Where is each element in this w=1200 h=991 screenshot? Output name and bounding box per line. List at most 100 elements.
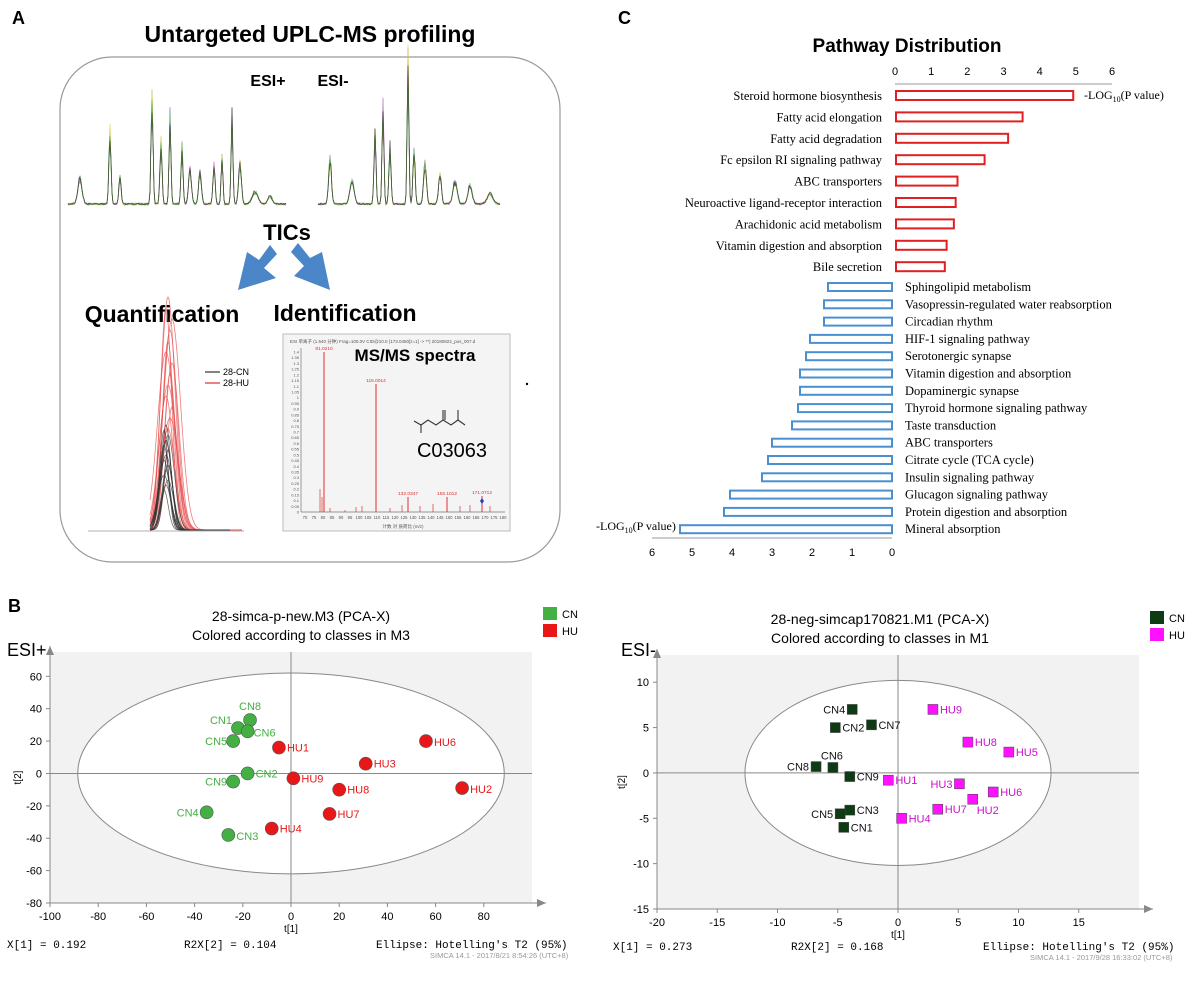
spectrum-xtick: 125 [401,515,409,520]
pca-y-tick: -60 [26,866,42,878]
y-axis-arrow-icon [46,646,54,655]
down-bar [771,437,893,448]
pca-x-tick: -100 [39,911,61,923]
spectrum-ytick: 0.7 [293,430,299,435]
pca-xlabel: t[1] [891,930,905,941]
quant-trace-hu [149,295,242,531]
precursor-marker-icon [480,498,484,504]
legend-hu-label: 28-HU [223,378,249,388]
down-bar-label: Thyroid hormone signaling pathway [905,401,1088,415]
compound-structure-icon [413,410,466,433]
pca-footer-left: X[1] = 0.192 [7,940,86,952]
data-point-cn5 [834,808,846,819]
up-axis-tick: 5 [1073,66,1079,78]
up-axis-tick: 3 [1000,66,1006,78]
pca-x-tick: 0 [895,917,901,929]
esi-pos-label: ESI+ [250,73,285,90]
spectrum-xtick: 105 [365,515,373,520]
point-label-hu9: HU9 [940,704,962,716]
spectrum-xtick: 175 [491,515,499,520]
pca-y-tick: -10 [633,859,649,871]
panel-label-a: A [12,8,25,28]
up-bar-label: Fatty acid degradation [770,132,883,146]
up-bar [895,175,959,187]
point-label-hu3: HU3 [930,779,952,791]
point-label-cn6: CN6 [254,727,276,739]
pca-x-tick: 80 [478,911,490,923]
down-bar [805,351,893,362]
point-label-hu1: HU1 [895,775,917,787]
pca-x-tick: -15 [709,917,725,929]
quant-trace-cn [149,424,230,531]
spectrum-xtick: 155 [455,515,463,520]
point-label-cn5: CN5 [205,736,227,748]
spectrum-xtick: 180 [500,515,508,520]
pca-y-tick: 0 [36,768,42,780]
point-label-hu5: HU5 [1016,747,1038,759]
spectrum-ytick: 0.1 [293,498,299,503]
quantification-label: Quantification [85,301,240,327]
legend-swatch-hu [543,624,557,637]
msms-title: MS/MS spectra [355,346,476,365]
panel-label-c: C [618,8,631,28]
pca-x-tick: -10 [770,917,786,929]
data-point-cn2 [240,766,255,781]
quant-trace-cn [149,434,230,531]
spectrum-ytick: 1.4 [293,350,299,355]
up-bar-label: Vitamin digestion and absorption [716,239,883,253]
spectrum-xtick: 145 [437,515,445,520]
data-point-cn3 [221,828,236,842]
pca-footer-right: Ellipse: Hotelling's T2 (95%) [983,942,1174,954]
up-bar-label: Fc epsilon RI signaling pathway [720,153,883,167]
quant-trace-hu [149,395,242,531]
point-label-cn2: CN2 [842,723,864,735]
spectrum-ytick: 0.25 [291,481,300,486]
point-label-hu1: HU1 [287,743,309,755]
spectrum-ytick: 0 [297,510,300,515]
point-label-hu8: HU8 [975,737,997,749]
point-label-hu6: HU6 [1000,787,1022,799]
up-bar [895,261,946,273]
down-bar [761,472,893,483]
pca-ylabel: t[2] [13,770,24,784]
pathway-title: Pathway Distribution [813,36,1002,57]
point-label-cn9: CN9 [857,772,879,784]
legend-swatch-hu [1150,628,1164,641]
spectrum-xlabel: 计数 对 质荷比 (m/z) [383,523,424,530]
tic-trace [67,109,287,206]
point-label-cn4: CN4 [823,704,845,716]
spectrum-xtick: 115 [383,515,390,520]
identification-label: Identification [273,300,416,326]
up-bar [895,218,955,230]
point-label-cn5: CN5 [811,809,833,821]
down-bar-label: ABC transporters [905,436,993,450]
data-point-cn8 [810,761,822,772]
spectrum-ytick: 0.35 [291,470,300,475]
quantification-peaks [88,295,244,532]
quant-trace-hu [150,406,242,531]
data-point-hu7 [932,803,944,815]
down-axis-tick: 5 [689,547,695,559]
data-point-hu1 [883,774,894,786]
pca-x-tick: 60 [429,911,441,923]
spectrum-xtick: 110 [374,515,381,520]
pca-corner-label: ESI+ [7,640,47,660]
esi-neg-label: ESI- [317,73,348,90]
spectrum-peak-label: 81.0210 [315,346,333,352]
point-label-cn7: CN7 [878,720,900,732]
spectrum-xtick: 130 [410,515,418,520]
legend-label-cn: CN [562,609,578,621]
down-bar-label: Sphingolipid metabolism [905,280,1031,294]
point-label-hu9: HU9 [301,773,323,785]
spectrum-ytick: 1.3 [293,361,299,366]
pca-y-tick: -5 [639,813,649,825]
tic-trace [67,89,287,206]
data-point-cn6 [827,762,839,773]
data-point-hu9 [927,704,939,715]
tic-trace [67,99,287,206]
spectrum-ytick: 0.9 [293,407,299,412]
spectrum-ytick: 1.25 [291,367,300,372]
spectrum-xtick: 100 [356,515,364,520]
spectrum-xtick: 140 [428,515,436,520]
